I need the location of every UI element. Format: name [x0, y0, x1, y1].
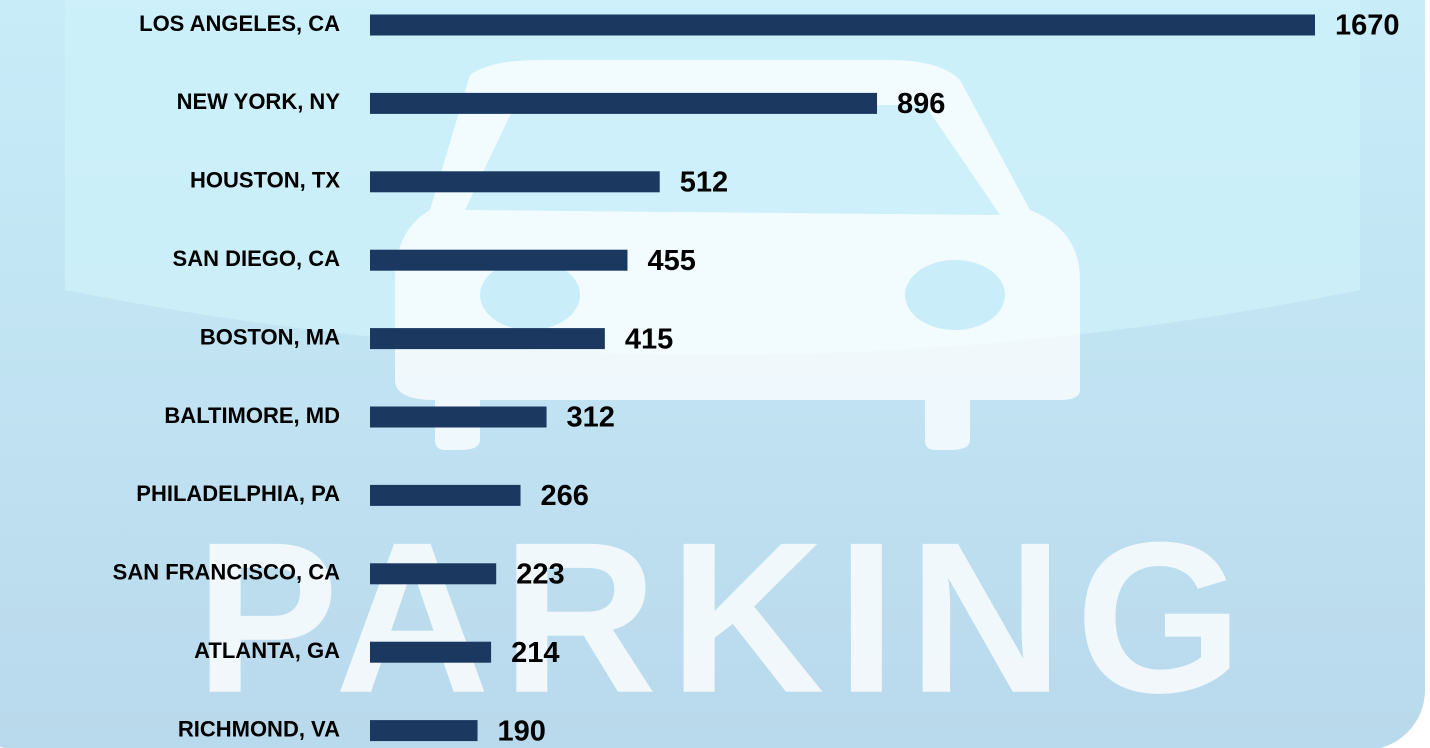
value-label: 190 — [498, 715, 546, 747]
page: {"chart_data": {"type": "bar", "orientat… — [0, 0, 1430, 748]
value-label: 223 — [516, 558, 564, 590]
bar — [370, 328, 605, 349]
value-label: 312 — [567, 402, 615, 434]
category-label: NEW YORK, NY — [177, 89, 341, 114]
value-label: 896 — [897, 88, 945, 120]
chart: PARKING LOS ANGELES, CA 1670 NEW YORK, NY 8… — [0, 0, 1430, 748]
value-label: 455 — [647, 245, 695, 277]
bar — [370, 250, 627, 271]
category-label: HOUSTON, TX — [190, 168, 340, 193]
bar — [370, 407, 547, 428]
value-label: 266 — [541, 480, 589, 512]
bar — [370, 171, 660, 192]
value-label: 1670 — [1335, 10, 1400, 42]
value-label: 214 — [511, 637, 559, 669]
background-text: PARKING — [195, 497, 1254, 738]
bar — [370, 93, 877, 114]
category-label: RICHMOND, VA — [178, 716, 340, 741]
value-label: 415 — [625, 323, 673, 355]
category-label: BOSTON, MA — [200, 324, 340, 349]
value-label: 512 — [680, 166, 728, 198]
bar — [370, 642, 491, 663]
category-label: SAN DIEGO, CA — [173, 246, 341, 271]
bar — [370, 563, 496, 584]
bar — [370, 720, 478, 741]
bar — [370, 15, 1315, 36]
category-label: BALTIMORE, MD — [164, 403, 340, 428]
category-label: SAN FRANCISCO, CA — [113, 560, 340, 585]
bar — [370, 485, 521, 506]
category-label: PHILADELPHIA, PA — [136, 481, 340, 506]
category-label: LOS ANGELES, CA — [139, 11, 340, 36]
category-label: ATLANTA, GA — [194, 638, 340, 663]
